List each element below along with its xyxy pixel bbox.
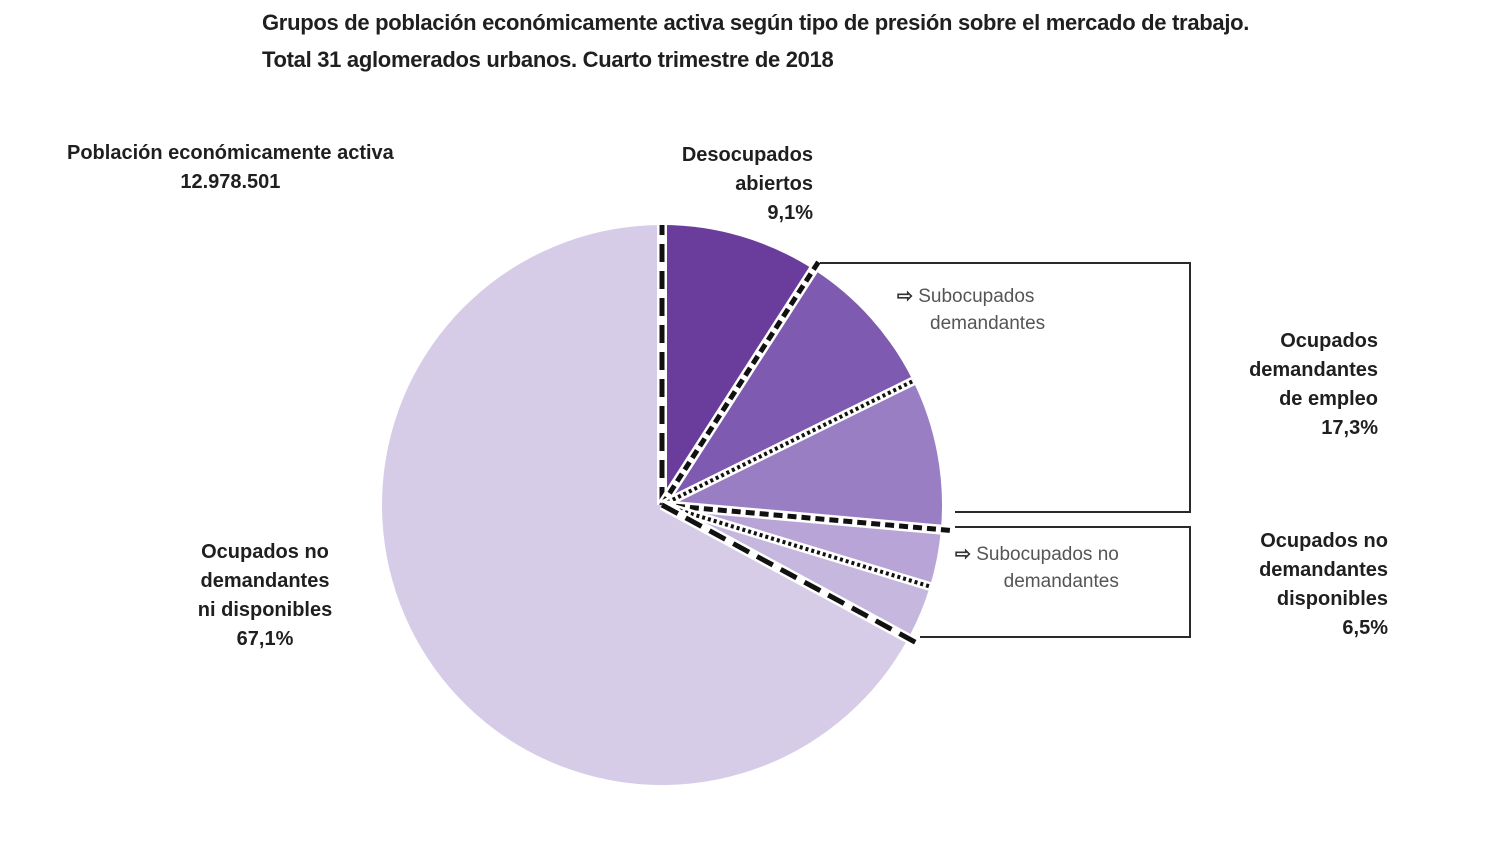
label-subocupados-no-demandantes-text-1: Subocupados no: [976, 544, 1119, 565]
label-subocupados-no-demandantes-line-1: ⇨ Subocupados no: [955, 541, 1119, 568]
pie-slice-6: [381, 225, 909, 786]
arrow-icon: ⇨: [897, 286, 913, 307]
pie-separators: [657, 225, 952, 649]
label-subocupados-demandantes-line-1: ⇨ Subocupados: [897, 283, 1045, 310]
label-subocupados-demandantes: ⇨ Subocupados demandantes: [897, 283, 1045, 337]
bracket-ocupados-demandantes: [820, 262, 1191, 513]
label-desocupados-line-1: Desocupados: [681, 144, 813, 166]
label-ocupados-demandantes-line-2: demandantes: [1249, 359, 1378, 381]
pie-slice-2: [662, 269, 914, 505]
label-ocupados-disponibles-line-1: Ocupados no: [1260, 530, 1388, 552]
label-ocupados-disponibles-line-3: disponibles: [1276, 588, 1388, 610]
label-subocupados-demandantes-text-1: Subocupados: [918, 286, 1035, 307]
label-ocupados-ni-disponibles-line-1: Ocupados no: [201, 541, 329, 563]
label-subocupados-demandantes-line-2: demandantes: [930, 313, 1046, 334]
bracket-ocupados-disponibles: [920, 526, 1191, 638]
label-ocupados-disponibles: Ocupados no demandantes disponibles 6,5%: [1220, 527, 1388, 643]
label-ocupados-demandantes: Ocupados demandantes de empleo 17,3%: [1210, 327, 1378, 443]
label-subocupados-no-demandantes-line-2: demandantes: [1003, 571, 1119, 592]
total-label: Población económicamente activa 12.978.5…: [67, 139, 394, 197]
label-ocupados-ni-disponibles-line-2: demandantes: [200, 570, 330, 592]
label-ocupados-ni-disponibles: Ocupados no demandantes ni disponibles 6…: [180, 538, 350, 654]
label-subocupados-no-demandantes: ⇨ Subocupados no demandantes: [955, 541, 1119, 595]
total-label-value: 12.978.501: [180, 171, 281, 193]
label-ocupados-demandantes-line-3: de empleo: [1279, 388, 1378, 410]
label-ocupados-disponibles-line-2: demandantes: [1259, 559, 1388, 581]
chart-title-line-2: Total 31 aglomerados urbanos. Cuarto tri…: [262, 47, 834, 72]
group-brackets: [820, 262, 1191, 638]
separator-line-3: [661, 502, 952, 533]
separator-line-5: [660, 502, 920, 647]
separator-line-1: [659, 258, 823, 507]
label-ocupados-disponibles-value: 6,5%: [1342, 617, 1388, 639]
total-label-text: Población económicamente activa: [67, 142, 394, 164]
label-ocupados-ni-disponibles-line-3: ni disponibles: [197, 599, 333, 621]
arrow-icon: ⇨: [955, 544, 971, 565]
pie-slice-3: [662, 381, 942, 530]
label-ocupados-demandantes-line-1: Ocupados: [1280, 330, 1378, 352]
label-desocupados-line-2: abiertos: [735, 173, 813, 195]
label-ocupados-demandantes-value: 17,3%: [1321, 417, 1378, 439]
pie-slice-1: [662, 225, 814, 505]
separator-line-2: [661, 379, 914, 507]
label-ocupados-ni-disponibles-value: 67,1%: [236, 628, 294, 650]
pie-slices: [381, 225, 942, 786]
label-desocupados: Desocupados abiertos 9,1%: [655, 141, 813, 228]
label-desocupados-value: 9,1%: [767, 202, 813, 224]
separator-line-4: [661, 503, 931, 589]
chart-title-line-1: Grupos de población económicamente activ…: [262, 10, 1250, 35]
